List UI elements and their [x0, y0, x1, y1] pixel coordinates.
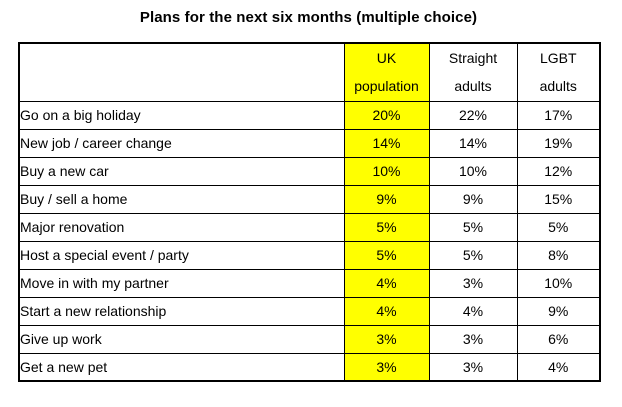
value-cell-straight: 10%	[428, 156, 518, 186]
table-title: Plans for the next six months (multiple …	[139, 9, 478, 26]
header-line: UK	[376, 50, 397, 67]
value-cell-straight: 5%	[428, 240, 518, 270]
header-cell-blank	[18, 42, 345, 102]
row-label: Start a new relationship	[18, 296, 345, 326]
value-cell-uk: 5%	[343, 240, 430, 270]
value-cell-straight: 3%	[428, 268, 518, 298]
table-row: New job / career change 14% 14% 19%	[18, 128, 601, 158]
header-cell-uk-population: UK population	[343, 42, 430, 102]
value-cell-lgbt: 19%	[516, 128, 601, 158]
value-cell-lgbt: 15%	[516, 184, 601, 214]
plans-data-table: UK population Straight adults LGBT adult…	[18, 42, 601, 382]
header-line: adults	[539, 78, 577, 95]
header-line: LGBT	[539, 50, 577, 67]
value-cell-uk: 9%	[343, 184, 430, 214]
table-row: Get a new pet 3% 3% 4%	[18, 352, 601, 382]
row-label: Buy / sell a home	[18, 184, 345, 214]
table-row: Move in with my partner 4% 3% 10%	[18, 268, 601, 298]
table-row: Start a new relationship 4% 4% 9%	[18, 296, 601, 326]
table-row: Host a special event / party 5% 5% 8%	[18, 240, 601, 270]
header-line: adults	[454, 78, 492, 95]
value-cell-lgbt: 4%	[516, 352, 601, 382]
table-row: Buy a new car 10% 10% 12%	[18, 156, 601, 186]
row-label: Buy a new car	[18, 156, 345, 186]
row-label: Host a special event / party	[18, 240, 345, 270]
table-row: Give up work 3% 3% 6%	[18, 324, 601, 354]
value-cell-straight: 3%	[428, 352, 518, 382]
header-row: UK population Straight adults LGBT adult…	[18, 42, 601, 102]
row-label: Get a new pet	[18, 352, 345, 382]
value-cell-uk: 3%	[343, 352, 430, 382]
row-label: Go on a big holiday	[18, 100, 345, 130]
value-cell-lgbt: 8%	[516, 240, 601, 270]
value-cell-lgbt: 5%	[516, 212, 601, 242]
value-cell-lgbt: 9%	[516, 296, 601, 326]
header-cell-lgbt-adults: LGBT adults	[516, 42, 601, 102]
value-cell-uk: 4%	[343, 268, 430, 298]
value-cell-lgbt: 17%	[516, 100, 601, 130]
header-cell-straight-adults: Straight adults	[428, 42, 518, 102]
value-cell-uk: 10%	[343, 156, 430, 186]
value-cell-straight: 9%	[428, 184, 518, 214]
row-label: Major renovation	[18, 212, 345, 242]
row-label: New job / career change	[18, 128, 345, 158]
value-cell-uk: 20%	[343, 100, 430, 130]
header-line: population	[354, 78, 419, 95]
table-row: Buy / sell a home 9% 9% 15%	[18, 184, 601, 214]
value-cell-lgbt: 6%	[516, 324, 601, 354]
value-cell-straight: 22%	[428, 100, 518, 130]
value-cell-uk: 4%	[343, 296, 430, 326]
value-cell-straight: 3%	[428, 324, 518, 354]
row-label: Move in with my partner	[18, 268, 345, 298]
value-cell-lgbt: 12%	[516, 156, 601, 186]
row-label: Give up work	[18, 324, 345, 354]
header-line: Straight	[448, 50, 498, 67]
value-cell-straight: 14%	[428, 128, 518, 158]
value-cell-straight: 4%	[428, 296, 518, 326]
value-cell-uk: 3%	[343, 324, 430, 354]
table-row: Major renovation 5% 5% 5%	[18, 212, 601, 242]
value-cell-uk: 5%	[343, 212, 430, 242]
value-cell-straight: 5%	[428, 212, 518, 242]
value-cell-lgbt: 10%	[516, 268, 601, 298]
table-row: Go on a big holiday 20% 22% 17%	[18, 100, 601, 130]
value-cell-uk: 14%	[343, 128, 430, 158]
